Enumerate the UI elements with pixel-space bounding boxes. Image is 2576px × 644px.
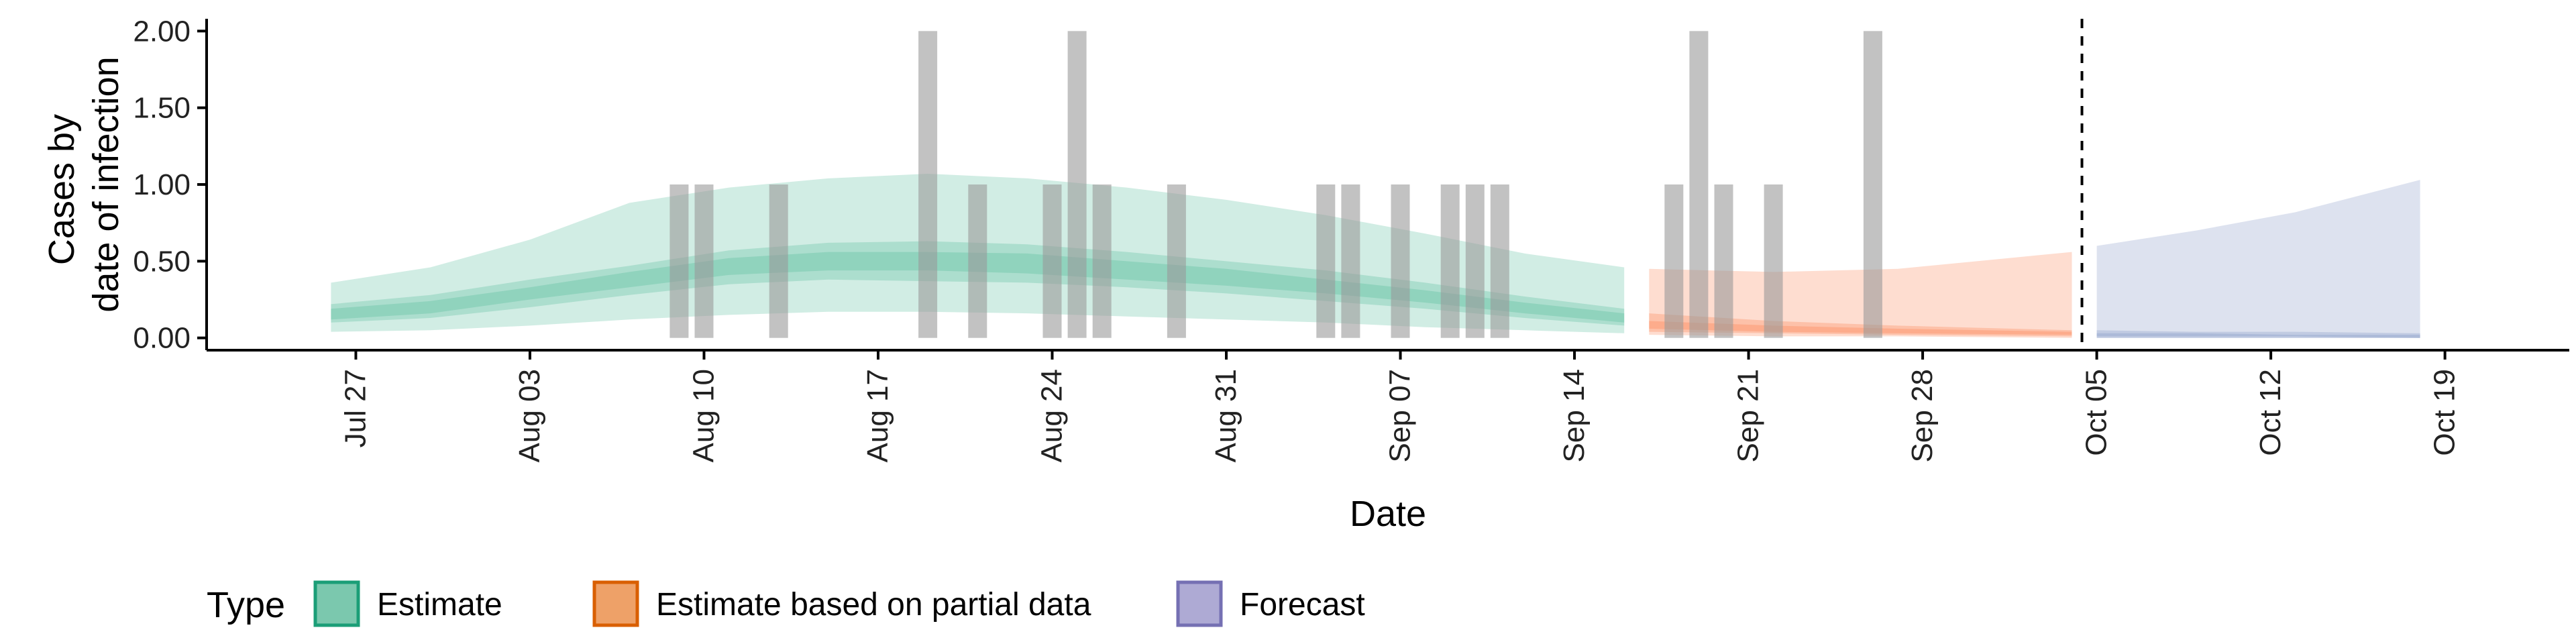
y-tick-label: 1.50 [133, 92, 191, 125]
case-bar [968, 184, 987, 338]
x-tick-label: Oct 19 [2428, 369, 2461, 456]
x-tick-label: Sep 21 [1732, 369, 1765, 462]
legend: Type Estimate Estimate based on partial d… [207, 580, 1365, 627]
axes: 0.00 0.50 1.00 1.50 2.00 Jul 27 Aug 03 Aug 10 A… [133, 15, 2569, 462]
case-bar [694, 184, 714, 338]
case-bar [1067, 31, 1087, 338]
x-tick-label: Aug 03 [513, 369, 546, 462]
case-bar [918, 31, 938, 338]
forecast-outer-band [2096, 180, 2420, 338]
x-tick-label: Sep 28 [1906, 369, 1939, 462]
estimate-based-on-partial-data-mid-band [1649, 313, 2072, 337]
legend-swatch [592, 580, 639, 627]
case-bar [1341, 184, 1360, 338]
case-bar [1863, 31, 1882, 338]
case-bar [769, 184, 788, 338]
estimate-bands [331, 174, 2420, 338]
case-bar [1714, 184, 1733, 338]
case-bar [1764, 184, 1783, 338]
case-bar [1391, 184, 1410, 338]
estimate-inner-band [331, 252, 1625, 323]
legend-title: Type [207, 585, 285, 625]
case-bar [1042, 184, 1062, 338]
forecast-inner-band [2096, 333, 2420, 338]
x-axis-ticks: Jul 27 Aug 03 Aug 10 Aug 17 Aug 24 Aug 31 Sep … [339, 350, 2461, 462]
y-tick-label: 0.00 [133, 322, 191, 355]
x-tick-label: Aug 10 [687, 369, 720, 462]
case-bar [1440, 184, 1460, 338]
case-bar [1465, 184, 1485, 338]
y-axis-ticks: 0.00 0.50 1.00 1.50 2.00 [133, 15, 207, 355]
case-bar [1316, 184, 1336, 338]
x-tick-label: Aug 24 [1036, 369, 1069, 462]
legend-label: Estimate based on partial data [656, 587, 1091, 623]
x-tick-label: Jul 27 [339, 369, 372, 447]
x-tick-label: Oct 12 [2254, 369, 2287, 456]
forecast-mid-band [2096, 330, 2420, 338]
case-bar [1167, 184, 1186, 338]
y-tick-label: 1.00 [133, 168, 191, 201]
estimate-based-on-partial-data-inner-band [1649, 321, 2072, 335]
y-axis-title-line-1: Cases by [42, 114, 82, 265]
y-tick-label: 0.50 [133, 245, 191, 278]
case-bar [1664, 184, 1684, 338]
case-bar [1490, 184, 1509, 338]
estimate-mid-band [331, 241, 1625, 326]
x-tick-label: Aug 31 [1210, 369, 1242, 462]
legend-label: Forecast [1240, 587, 1365, 623]
case-bar [669, 184, 689, 338]
y-axis-title-line-2: date of infection [86, 56, 126, 312]
x-tick-label: Sep 07 [1384, 369, 1417, 462]
legend-swatch [1176, 580, 1223, 627]
x-tick-label: Aug 17 [861, 369, 894, 462]
legend-label: Estimate [377, 587, 502, 623]
reported-case-bars [669, 31, 1882, 338]
case-bar [1092, 184, 1112, 338]
x-tick-label: Oct 05 [2080, 369, 2113, 456]
legend-swatch [313, 580, 360, 627]
estimate-based-on-partial-data-outer-band [1649, 252, 2072, 338]
x-tick-label: Sep 14 [1558, 369, 1591, 462]
y-axis-title: Cases by date of infection [42, 56, 126, 312]
case-bar [1689, 31, 1709, 338]
x-axis-title: Date [1350, 494, 1426, 534]
y-tick-label: 2.00 [133, 15, 191, 48]
